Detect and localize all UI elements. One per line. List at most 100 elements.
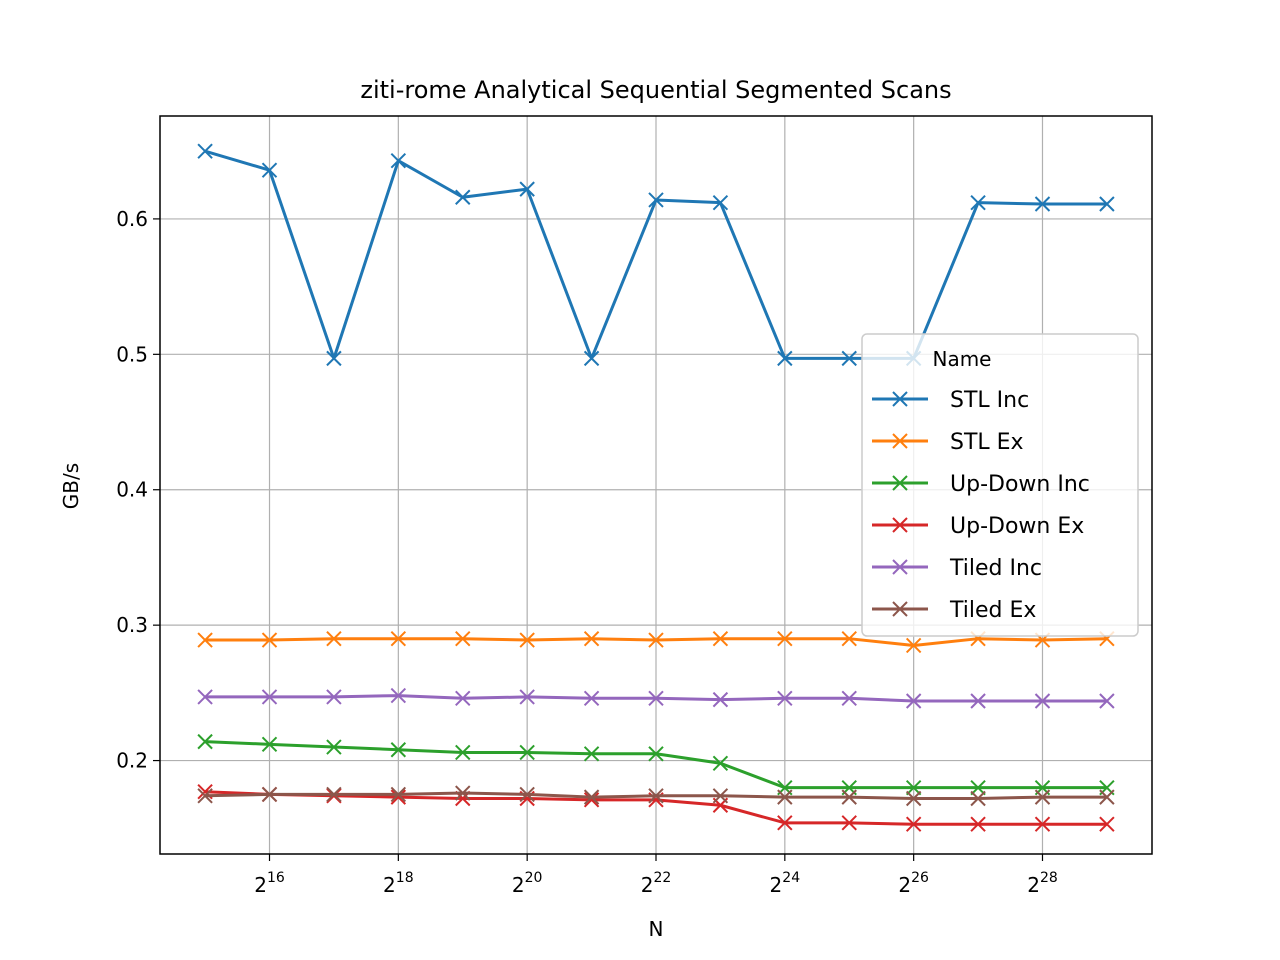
data-point — [197, 733, 213, 750]
data-point — [519, 181, 535, 197]
x-tick-exponent: 26 — [911, 870, 929, 886]
data-point — [326, 689, 342, 705]
data-point — [1099, 693, 1115, 709]
x-tick-exponent: 22 — [653, 870, 671, 886]
data-point — [390, 630, 407, 647]
data-point — [326, 630, 342, 647]
data-point — [326, 739, 342, 755]
legend-label: STL Inc — [950, 388, 1029, 413]
legend-marker — [892, 517, 908, 533]
data-point — [583, 630, 600, 647]
x-tick-base: 2 — [898, 873, 911, 897]
data-point — [777, 789, 793, 805]
data-point — [519, 786, 535, 803]
y-tick-label: 0.5 — [116, 342, 148, 366]
data-point — [261, 689, 278, 705]
data-point — [197, 788, 213, 804]
x-axis-label: N — [649, 917, 664, 941]
data-point — [583, 690, 600, 706]
series-tiled-inc — [197, 687, 1115, 709]
legend-item: Up-Down Ex — [872, 514, 1084, 539]
legend-title: Name — [932, 347, 991, 371]
y-tick-label: 0.6 — [116, 207, 148, 231]
chart-title: ziti-rome Analytical Sequential Segmente… — [360, 76, 951, 104]
x-tick-base: 2 — [1027, 873, 1040, 897]
data-point — [970, 816, 986, 832]
data-point — [1034, 196, 1051, 212]
data-point — [970, 790, 986, 807]
x-tick-base: 2 — [383, 873, 396, 897]
legend-label: Tiled Ex — [949, 598, 1036, 623]
legend-marker — [892, 559, 908, 575]
data-point — [261, 736, 278, 753]
data-point — [1099, 816, 1115, 832]
data-point — [905, 779, 922, 796]
data-point — [261, 162, 278, 178]
data-point — [1099, 789, 1115, 805]
data-point — [970, 693, 986, 709]
data-point — [455, 690, 471, 706]
y-tick-label: 0.2 — [116, 749, 148, 773]
data-point — [648, 788, 664, 804]
data-point — [841, 789, 857, 805]
data-point — [583, 746, 600, 762]
legend-item: STL Ex — [872, 430, 1024, 455]
data-point — [841, 815, 857, 831]
y-tick-label: 0.4 — [116, 478, 148, 502]
x-tick-exponent: 18 — [396, 870, 414, 886]
x-tick-exponent: 20 — [525, 870, 543, 886]
series-layer — [197, 143, 1115, 832]
x-tick-exponent: 24 — [782, 870, 800, 886]
data-point — [326, 786, 342, 803]
legend-marker — [892, 601, 908, 617]
data-point — [1034, 816, 1051, 832]
y-tick-label: 0.3 — [116, 613, 148, 637]
x-tick-label: 226 — [898, 870, 929, 897]
data-point — [326, 350, 342, 367]
data-point — [712, 630, 729, 647]
x-tick-base: 2 — [512, 873, 525, 897]
x-tick-base: 2 — [254, 873, 267, 897]
legend-marker — [892, 433, 908, 449]
data-point — [197, 143, 213, 159]
data-point — [583, 350, 600, 367]
legend: Name STL Inc STL Ex Up-Down Inc Up-Down Ex Ti… — [861, 333, 1139, 637]
x-tick-label: 220 — [512, 870, 543, 897]
data-point — [197, 632, 213, 648]
legend-marker — [892, 391, 908, 407]
data-point — [455, 630, 471, 647]
data-point — [648, 746, 664, 762]
data-point — [261, 632, 278, 648]
data-point — [519, 689, 535, 705]
legend-item: Tiled Ex — [872, 598, 1036, 623]
data-point — [455, 189, 471, 205]
series-up-down-inc — [197, 733, 1115, 796]
data-point — [841, 690, 857, 706]
legend-box — [861, 333, 1139, 637]
data-point — [455, 785, 471, 801]
data-point — [519, 632, 535, 648]
data-point — [777, 630, 793, 647]
legend-item: Up-Down Inc — [872, 472, 1090, 497]
data-point — [261, 786, 278, 803]
data-point — [197, 689, 213, 705]
data-point — [777, 350, 793, 367]
data-point — [583, 789, 600, 805]
x-tick-label: 222 — [641, 870, 672, 897]
legend-label: STL Ex — [950, 430, 1024, 455]
data-point — [1099, 196, 1115, 212]
y-axis-label: GB/s — [59, 463, 83, 509]
data-point — [905, 637, 922, 654]
series-tiled-ex — [197, 785, 1115, 807]
x-tick-base: 2 — [641, 873, 654, 897]
data-point — [519, 744, 535, 761]
data-point — [777, 690, 793, 706]
data-point — [712, 788, 729, 804]
legend-item: STL Inc — [872, 388, 1029, 413]
x-tick-label: 224 — [770, 870, 801, 897]
legend-item: Tiled Inc — [872, 556, 1042, 581]
data-point — [1034, 789, 1051, 805]
data-point — [841, 630, 857, 647]
